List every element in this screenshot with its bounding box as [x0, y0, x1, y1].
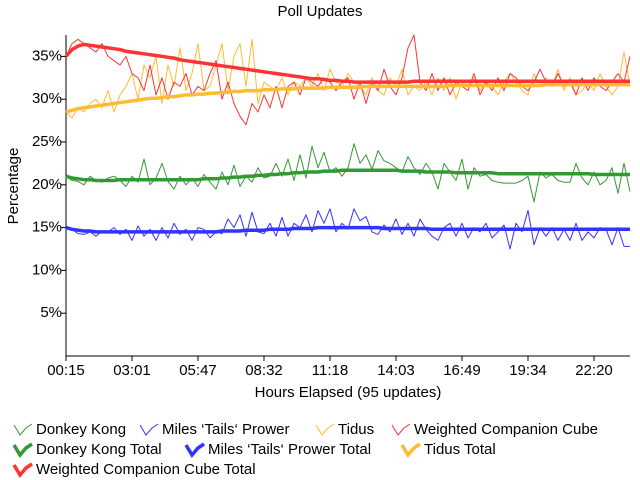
legend-icon — [139, 423, 159, 436]
legend-icon — [184, 442, 205, 458]
x-tick-label: 22:20 — [575, 362, 613, 379]
y-tick-label: 30% — [32, 90, 62, 107]
series-line — [65, 82, 630, 114]
x-tick-label: 19:34 — [509, 362, 547, 379]
legend-label: Weighted Companion Cube — [414, 421, 598, 438]
x-tick-label: 05:47 — [179, 362, 217, 379]
y-tick-label: 10% — [32, 261, 62, 278]
legend-label: Miles ‘Tails‘ Prower Total — [208, 441, 371, 458]
y-tick-label: 35% — [32, 47, 62, 64]
legend-icon — [12, 442, 33, 458]
series-line — [65, 143, 631, 203]
x-tick-label: 14:03 — [377, 362, 415, 379]
legend-label: Donkey Kong — [36, 421, 126, 438]
legend-icon — [13, 423, 33, 436]
x-tick-label: 00:15 — [47, 362, 85, 379]
x-tick-label: 11:18 — [312, 362, 348, 379]
x-tick-label: 03:01 — [113, 362, 151, 379]
series-line — [65, 168, 630, 183]
legend-label: Tidus Total — [424, 441, 496, 458]
legend-label: Miles ‘Tails‘ Prower — [162, 421, 290, 438]
legend-label: Donkey Kong Total — [36, 441, 162, 458]
legend-icon — [400, 442, 421, 458]
y-tick-label: 25% — [32, 133, 62, 150]
x-tick-label: 16:49 — [443, 362, 481, 379]
legend-label: Tidus — [338, 421, 374, 438]
legend-label: Weighted Companion Cube Total — [36, 461, 256, 478]
y-tick-label: 20% — [32, 176, 62, 193]
y-tick-label: 5% — [40, 304, 62, 321]
series-line — [65, 225, 630, 234]
x-tick-label: 08:32 — [245, 362, 283, 379]
legend-icon — [391, 423, 411, 436]
legend-icon — [12, 462, 33, 478]
x-axis-label: Hours Elapsed (95 updates) — [255, 384, 442, 401]
legend-icon — [315, 423, 335, 436]
y-axis-label: Percentage — [5, 148, 22, 225]
y-tick-label: 15% — [32, 219, 62, 236]
series-line — [64, 42, 630, 84]
series-line — [65, 34, 631, 126]
chart-title: Poll Updates — [277, 3, 362, 20]
